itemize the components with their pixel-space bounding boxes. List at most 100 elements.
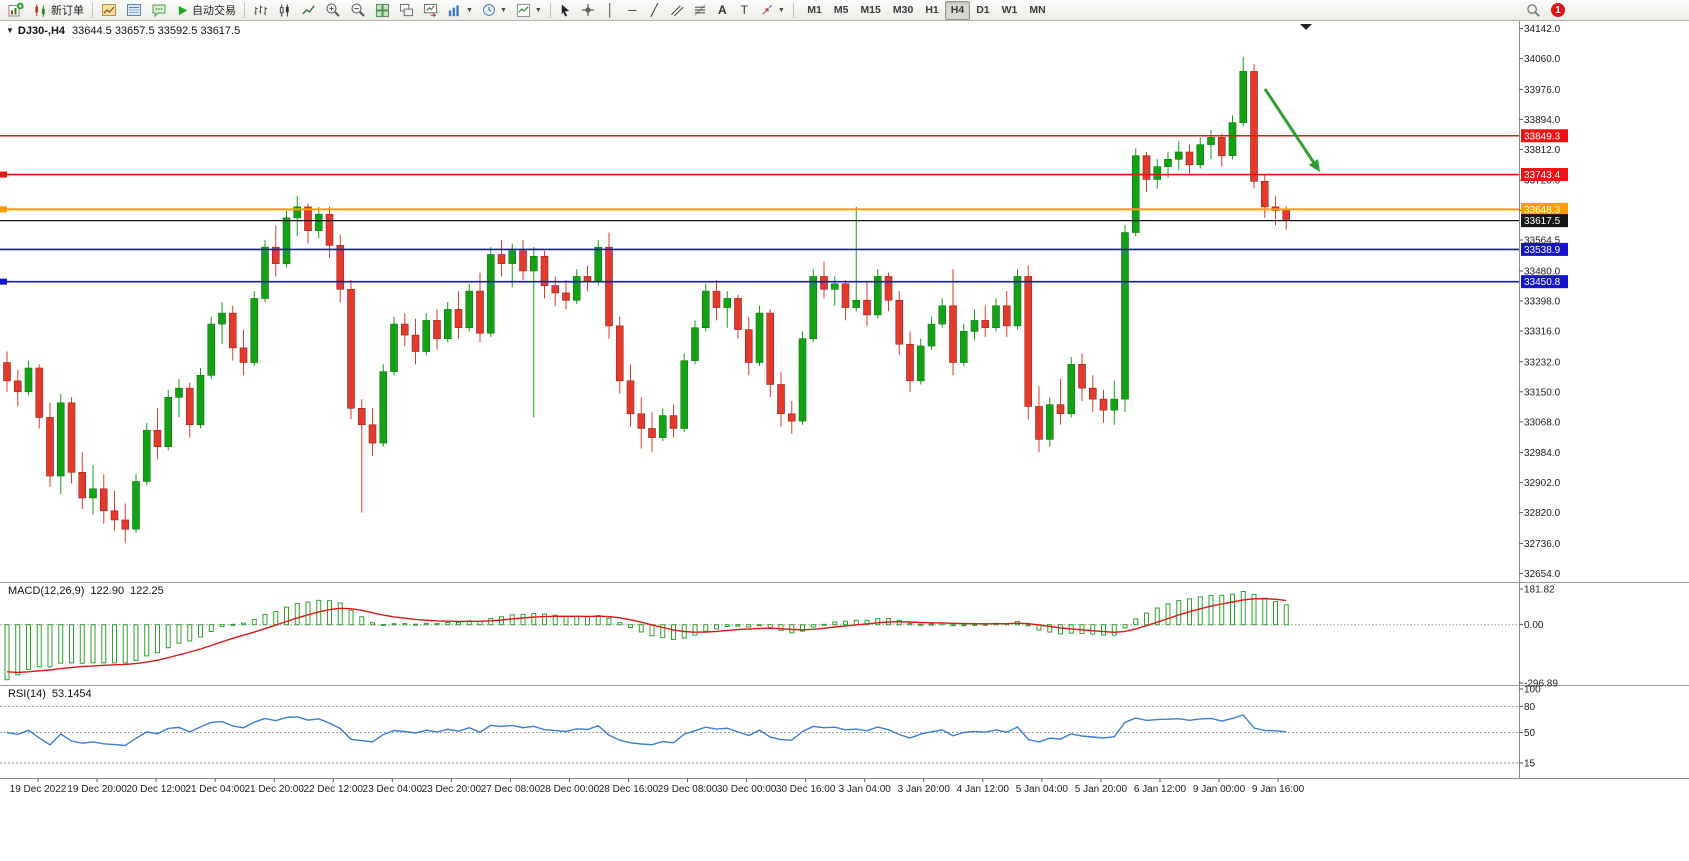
macd-histogram-bar [402, 623, 408, 626]
bull-candle [1164, 159, 1172, 167]
x-axis-label: 5 Jan 04:00 [1016, 784, 1069, 795]
trend-arrow-annotation[interactable] [1263, 88, 1317, 167]
bear-candle [637, 413, 646, 429]
level-drag-marker[interactable] [0, 278, 7, 285]
bull-candle [809, 276, 818, 340]
fibonacci-tool-button[interactable] [689, 1, 711, 20]
cursor-tool-button[interactable] [555, 1, 576, 20]
horizontal-line-tool-button[interactable]: ─ [622, 1, 643, 20]
level-drag-marker[interactable] [0, 171, 7, 178]
line-chart-type-button[interactable] [297, 1, 320, 20]
new-order-button[interactable]: 新订单 [29, 1, 88, 20]
data-window-button[interactable] [122, 1, 146, 20]
bull-candle [959, 331, 968, 363]
bull-candle [1013, 276, 1022, 327]
text-label-tool-button[interactable]: T [734, 1, 755, 20]
level-drag-marker[interactable] [0, 206, 7, 213]
bear-candle [497, 254, 506, 264]
bull-candle [24, 367, 33, 393]
timeframe-h1[interactable]: H1 [925, 4, 939, 16]
bull-candle [293, 206, 302, 219]
notification-badge[interactable]: 1 [1551, 3, 1565, 17]
y-axis-label: 32820.0 [1524, 508, 1561, 519]
y-axis-label: 33728.0 [1524, 176, 1561, 187]
macd-histogram-bar [434, 623, 440, 626]
symbol-dropdown-icon[interactable]: ▼ [6, 26, 14, 35]
rsi-scale-label: 15 [1524, 758, 1536, 769]
timeframe-m5[interactable]: M5 [833, 4, 849, 16]
timeframe-mn[interactable]: MN [1029, 4, 1046, 16]
price-tag-value: 33648.3 [1524, 205, 1561, 216]
bear-candle [1002, 305, 1011, 327]
auto-trading-button[interactable]: 自动交易 [172, 1, 240, 20]
text-tool-button[interactable]: A [712, 1, 733, 20]
zoom-in-button[interactable] [321, 1, 345, 20]
trend-arrow-head[interactable] [1308, 158, 1320, 172]
new-chart-dropdown-button[interactable]: ▼ [443, 1, 477, 20]
search-button[interactable] [1522, 1, 1545, 20]
rsi-scale-label: 80 [1524, 702, 1536, 713]
macd-histogram-bar [746, 624, 752, 628]
macd-histogram-bar [122, 624, 128, 664]
timeframe-h4[interactable]: H4 [945, 0, 970, 20]
timeframe-m30[interactable]: M30 [892, 4, 914, 16]
x-axis-label: 27 Dec 08:00 [481, 784, 541, 795]
trendline-tool-button[interactable]: ╱ [644, 1, 665, 20]
candlestick-type-button[interactable] [273, 1, 296, 20]
arrange-charts-button[interactable] [419, 1, 442, 20]
bull-candle [1207, 137, 1215, 145]
bull-candle [56, 402, 65, 477]
y-axis-label: 33398.0 [1524, 297, 1561, 308]
x-axis-label: 30 Dec 00:00 [717, 784, 777, 795]
macd-histogram-bar [176, 624, 182, 644]
channel-tool-button[interactable] [666, 1, 688, 20]
macd-histogram-bar [918, 623, 924, 626]
indicators-dropdown-button[interactable]: ▼ [512, 1, 546, 20]
tile-windows-icon [375, 3, 390, 17]
tile-windows-button[interactable] [371, 1, 394, 20]
y-axis-label: 34142.0 [1524, 24, 1561, 35]
timeframe-d1[interactable]: D1 [976, 4, 990, 16]
timeframe-m15[interactable]: M15 [860, 4, 881, 16]
macd-histogram-bar [907, 622, 913, 626]
cascade-windows-button[interactable] [395, 1, 418, 20]
y-axis-label: 33150.0 [1524, 387, 1561, 398]
bear-candle [1024, 276, 1033, 407]
chat-button[interactable] [147, 1, 171, 20]
bear-candle [99, 488, 108, 512]
timeframe-w1[interactable]: W1 [1001, 4, 1018, 16]
bear-candle [712, 290, 721, 308]
macd-histogram-bar [671, 624, 676, 641]
chart-shift-marker [1300, 24, 1312, 30]
bear-candle [368, 424, 377, 444]
arrows-tool-dropdown-button[interactable]: ▼ [756, 1, 789, 20]
macd-histogram-bar [1090, 624, 1096, 635]
rsi-value: 53.1454 [51, 688, 92, 700]
zoom-out-button[interactable] [346, 1, 370, 20]
vertical-line-tool-button[interactable]: │ [600, 1, 621, 20]
bear-candle [153, 429, 162, 448]
y-axis-label: 33068.0 [1524, 417, 1561, 428]
macd-histogram-bar [1154, 607, 1160, 626]
macd-histogram-bar [810, 624, 816, 628]
macd-histogram-bar [337, 602, 343, 626]
timeframe-m1[interactable]: M1 [807, 4, 822, 16]
macd-histogram-bar [1165, 603, 1171, 626]
x-axis-label: 21 Dec 04:00 [185, 784, 245, 795]
bar-chart-type-button[interactable] [249, 1, 272, 20]
macd-histogram-bar [832, 621, 838, 626]
macd-histogram-bar [896, 619, 902, 626]
macd-signal-value: 122.25 [130, 585, 164, 597]
x-axis-label: 22 Dec 12:00 [304, 784, 364, 795]
macd-histogram-bar [864, 619, 870, 626]
new-chart-button[interactable] [4, 1, 28, 20]
period-dropdown-button[interactable]: ▼ [478, 1, 511, 20]
x-axis-label: 21 Dec 20:00 [244, 784, 304, 795]
bull-candle [529, 256, 538, 272]
bull-candle [1196, 144, 1205, 166]
bear-candle [304, 206, 312, 232]
crosshair-tool-button[interactable] [577, 1, 599, 20]
market-watch-button[interactable] [97, 1, 121, 20]
